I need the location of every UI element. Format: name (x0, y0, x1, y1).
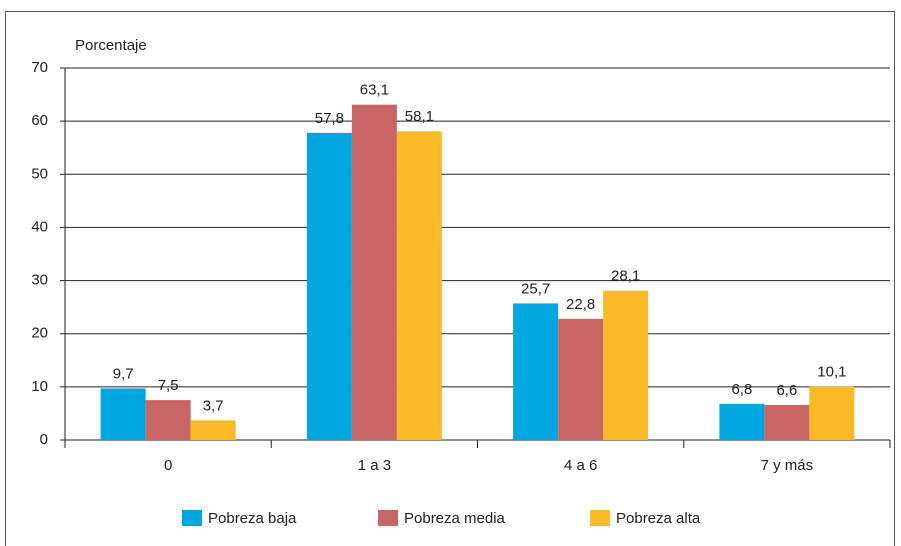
data-label: 28,1 (611, 268, 640, 285)
x-tick-label: 4 a 6 (564, 457, 597, 474)
chart-frame (5, 11, 895, 546)
data-label: 3,7 (203, 397, 224, 414)
bar (100, 388, 146, 440)
bar (603, 290, 649, 440)
bar (513, 303, 559, 440)
data-label: 25,7 (521, 280, 550, 297)
y-tick-label: 10 (31, 378, 48, 395)
y-axis-label: Porcentaje (75, 37, 147, 54)
y-tick-label: 20 (31, 325, 48, 342)
y-tick-label: 50 (31, 165, 48, 182)
legend-swatch (182, 510, 202, 526)
bar (306, 132, 352, 440)
data-label: 10,1 (817, 363, 846, 380)
legend-swatch (378, 510, 398, 526)
data-label: 7,5 (158, 377, 179, 394)
legend-label: Pobreza alta (616, 510, 701, 527)
legend-label: Pobreza media (404, 510, 506, 527)
bar (809, 386, 855, 440)
bar (190, 420, 236, 440)
bar (764, 404, 810, 440)
x-tick-label: 0 (164, 457, 172, 474)
bar (719, 403, 765, 440)
x-tick-label: 1 a 3 (358, 457, 391, 474)
data-label: 58,1 (405, 108, 434, 125)
legend-swatch (590, 510, 610, 526)
bar (396, 131, 442, 441)
data-label: 57,8 (315, 110, 344, 127)
data-label: 9,7 (113, 365, 134, 382)
data-label: 22,8 (566, 296, 595, 313)
legend-label: Pobreza baja (208, 510, 297, 527)
y-tick-label: 0 (40, 431, 48, 448)
data-label: 63,1 (360, 82, 389, 99)
bar (145, 400, 191, 440)
x-tick-label: 7 y más (761, 457, 814, 474)
y-tick-label: 40 (31, 218, 48, 235)
bar (558, 318, 604, 440)
y-tick-label: 30 (31, 272, 48, 289)
data-label: 6,8 (731, 381, 752, 398)
y-tick-label: 70 (31, 59, 48, 76)
data-label: 6,6 (776, 382, 797, 399)
y-tick-label: 60 (31, 112, 48, 129)
bar (351, 104, 397, 440)
